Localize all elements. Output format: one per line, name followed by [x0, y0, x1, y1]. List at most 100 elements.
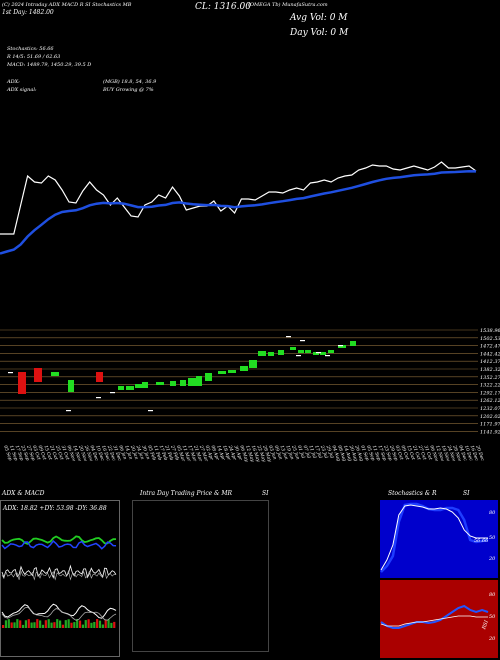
macd-hist-bar: [2, 625, 5, 628]
stoch-si: SI: [463, 490, 470, 497]
bar-up: [228, 370, 236, 373]
stochastics-value: Stochastics: 56.66: [7, 46, 54, 52]
bar-up: [249, 360, 257, 368]
date-label: 25 Oct: [54, 444, 65, 461]
date-label: 30 Apr: [232, 445, 243, 462]
macd-hist-bar: [16, 619, 19, 628]
macd-hist-bar: [50, 622, 53, 628]
intraday-title: Intra Day Trading Price & MR: [140, 490, 233, 497]
bar-up: [51, 372, 59, 376]
date-label: 14 Jan: [123, 445, 134, 461]
price-tick: [300, 340, 305, 342]
date-label: 12 May: [244, 445, 256, 463]
date-label: 18 Nov: [440, 445, 451, 463]
first-day-label: 1st Day: 1482.00: [2, 9, 54, 16]
bar-up: [350, 341, 356, 346]
bar-up: [240, 366, 248, 371]
date-label: 23 Jul: [319, 444, 330, 460]
close-price: CL: 1316.00: [195, 2, 251, 12]
adx-macd-title: ADX & MACD: [2, 490, 45, 497]
date-label: 18 Apr: [221, 445, 232, 462]
bar-up: [126, 386, 134, 390]
date-label: 05 Mar: [175, 445, 187, 463]
stoch-axis-80: 80: [489, 510, 496, 516]
macd-hist-bar: [113, 621, 116, 628]
macd-hist-bar: [104, 620, 107, 628]
date-label: 31 Oct: [60, 445, 71, 461]
bar-up: [205, 373, 212, 381]
macd-hist-bar: [27, 619, 30, 628]
date-label: 31 Oct: [423, 445, 434, 461]
date-label: 09 Oct: [37, 445, 48, 461]
date-label: 22 Dec: [105, 444, 117, 462]
stoch-k-line: [380, 502, 489, 573]
price-tick: [338, 345, 343, 347]
macd-line: [1, 603, 117, 619]
macd-hist-bar: [110, 622, 113, 628]
date-label: 26 Aug: [353, 444, 365, 462]
date-label: 04 Aug: [330, 445, 341, 462]
macd-hist-bar: [64, 620, 67, 628]
date-label: 08 Aug: [336, 445, 347, 462]
bar-up: [328, 350, 334, 353]
date-label: 05 Sep: [2, 445, 13, 462]
date-label: 10 Dec: [94, 445, 105, 462]
price-axis-label: 1352.27: [480, 375, 500, 381]
date-label: 19 Jun: [284, 445, 295, 461]
price-tick: [8, 372, 13, 374]
adx-values: ADX: 18.82 +DY: 53.98 -DY: 36.88: [3, 505, 107, 512]
date-label: 06 May: [238, 445, 250, 463]
macd-hist-bar: [39, 620, 42, 628]
date-label: 21 Oct: [48, 444, 59, 461]
date-label: 21 Mar: [192, 444, 204, 463]
price-axis-label: 1141.92: [480, 429, 500, 435]
macd-hist-bar: [78, 620, 82, 628]
adx-label: ADX:: [7, 79, 20, 85]
stoch-axis-20: 20: [489, 556, 496, 562]
date-label: 11 Sep: [8, 445, 19, 462]
date-label: 24 Jan: [134, 444, 145, 461]
date-label: 15 Oct: [42, 445, 53, 461]
avg-vol: Avg Vol: 0 M: [290, 13, 348, 23]
price-tick: [110, 392, 115, 394]
bar-down: [96, 372, 103, 382]
date-label: 11 Jul: [307, 445, 317, 460]
bar-up: [180, 380, 186, 386]
date-label: 22 May: [255, 444, 267, 463]
bar-up: [135, 384, 143, 388]
adx-minus-line: [1, 540, 117, 550]
date-label: 05 Sep: [365, 445, 376, 462]
date-label: 12 Nov: [434, 445, 445, 463]
date-label: 14 Aug: [342, 445, 353, 462]
date-label: 17 Sep: [376, 445, 387, 462]
intraday-si: SI: [262, 490, 269, 497]
macd-hist-bar: [13, 622, 16, 628]
day-vol: Day Vol: 0 M: [290, 28, 349, 38]
date-label: 21 Feb: [163, 444, 174, 462]
price-axis-label: 1538.96: [480, 328, 500, 334]
bar-up: [320, 352, 326, 355]
date-label: 17 Jul: [313, 445, 323, 460]
macd-hist-bar: [81, 624, 84, 628]
date-label: 06 Jan: [117, 445, 128, 461]
rsi-axis-50: 50: [489, 614, 496, 620]
symbol-label: (OMEGA Tb) MunafaSutra.com: [248, 2, 328, 8]
price-axis-label: 1472.47: [480, 344, 500, 350]
macd-hist-bar: [107, 619, 110, 628]
date-label: 28 May: [261, 444, 273, 463]
bar-up: [218, 371, 226, 374]
price-axis-label: 1292.17: [480, 390, 500, 396]
price-axis-label: 1202.02: [480, 414, 500, 420]
macd-hist-bar: [10, 622, 13, 628]
date-label: 20 Aug: [347, 444, 359, 462]
bar-up: [188, 378, 196, 386]
macd-hist-bar: [93, 621, 96, 628]
macd-hist-bar: [96, 619, 99, 628]
adx-mgb: (MGB) 18.8, 54, 36.9: [103, 79, 157, 85]
date-label: 26 Nov: [82, 444, 94, 463]
macd-hist-bar: [76, 619, 79, 628]
date-label: 01 Jul: [296, 445, 306, 460]
macd-hist-bar: [21, 624, 25, 628]
date-label: 11 Feb: [152, 445, 163, 462]
